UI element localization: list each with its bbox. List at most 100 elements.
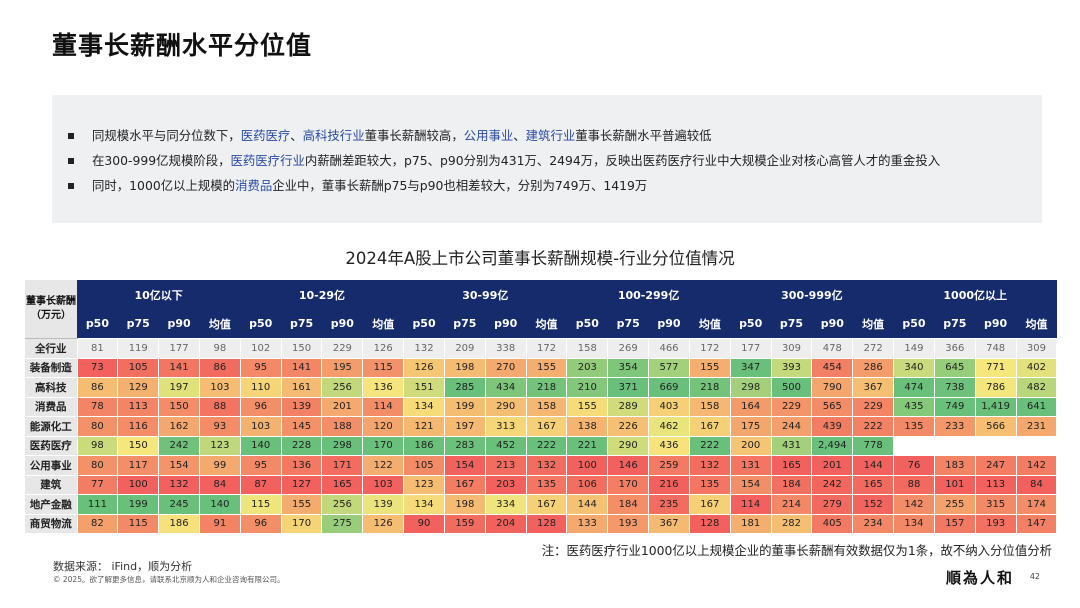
table-cell: 242 [158,435,200,456]
table-cell: 150 [280,338,323,359]
table-cell: 195 [321,357,364,378]
table-cell: 338 [484,338,527,359]
bullet-text: 董事长薪酬较高， [364,128,464,143]
bullet-text: 企业中，董事长薪酬p75与p90也相差较大，分别为749万、1419万 [272,178,648,193]
table-cell: 80 [76,455,119,476]
table-cell: 121 [403,416,445,437]
footnote: 注：医药医疗行业1000亿以上规模企业的董事长薪酬有效数据仅为1条，故不纳入分位… [541,543,1052,558]
table-cell: 139 [280,396,323,417]
table-cell: 290 [484,396,527,417]
table-row: 公用事业 80 117 154 99 95 136 171 122 105 154 213 132 100… [25,455,1058,476]
sub-header: p90 [648,309,690,339]
sub-header: p90 [158,309,200,339]
table-cell: 193 [607,513,650,534]
row-label: 全行业 [25,338,77,359]
row-label: 高科技 [25,377,77,398]
table-cell: 226 [607,416,650,437]
table-cell: 405 [811,513,854,534]
table-cell: 165 [852,474,895,495]
table-cell: 106 [566,474,609,495]
table-row: 医药医疗 98 150 242 123 140 228 298 170 186 283 452 222 2… [25,435,1058,456]
table-cell: 128 [688,513,731,534]
bullet-text: 、 [290,128,303,143]
table-cell: 748 [974,338,1017,359]
table-cell: 78 [76,396,119,417]
table-cell: 84 [198,474,241,495]
table-cell: 134 [893,513,935,534]
table-cell: 222 [688,435,731,456]
page-title: 董事长薪酬水平分位值 [52,31,313,60]
percentile-table: 董事长薪酬（万元） 10亿以下 10-29亿 30-99亿 100-299亿 300-9… [25,280,1058,534]
table-cell: 210 [566,377,609,398]
table-cell: 255 [933,494,976,515]
table-cell: 135 [688,474,731,495]
sub-header: p75 [607,309,649,339]
bullet-text: 在300-999亿规模阶段， [92,153,231,168]
group-header: 1000亿以上 [893,280,1057,309]
table-cell: 229 [770,396,813,417]
table-cell: 334 [484,494,527,515]
table-row: 商贸物流 82 115 186 91 96 170 275 126 90 159 204 128 133 1… [25,513,1058,534]
table-cell: 279 [811,494,854,515]
table-cell: 155 [280,494,323,515]
sub-header: p90 [811,309,853,339]
sub-header: p90 [975,309,1017,339]
table-cell: 790 [811,377,854,398]
table-cell: 269 [607,338,650,359]
sub-header: 均值 [689,309,731,339]
table-cell: 155 [688,357,731,378]
table-cell: 462 [648,416,690,437]
table-cell: 140 [198,494,241,515]
table-cell: 162 [158,416,200,437]
table-cell: 114 [729,494,772,515]
table-cell: 167 [688,416,731,437]
table-cell: 100 [117,474,160,495]
table-cell: 184 [607,494,650,515]
table-cell: 198 [443,357,486,378]
table-cell [893,435,935,456]
table-cell: 134 [403,396,445,417]
table-title: 2024年A股上市公司董事长薪酬规模-行业分位值情况 [345,249,735,268]
table-cell: 290 [607,435,650,456]
table-cell: 115 [239,494,282,515]
group-header: 100-299亿 [566,280,731,309]
table-cell: 245 [158,494,200,515]
bullet-text: 同规模水平与同分位数下， [92,128,241,143]
table-cell: 115 [117,513,160,534]
table-row: 能源化工 80 116 162 93 103 145 188 120 121 197 313 167 13… [25,416,1058,437]
brand-logo: 順為人和 [945,569,1014,587]
table-cell: 146 [607,455,650,476]
table-cell: 132 [688,455,731,476]
summary-box: 同规模水平与同分位数下，医药医疗、高科技行业董事长薪酬较高，公用事业、建筑行业董… [52,95,1042,223]
bullet-text: 、 [513,128,526,143]
table-cell: 283 [443,435,486,456]
table-cell: 566 [974,416,1017,437]
table-cell: 285 [443,377,486,398]
highlight-text: 公用事业 [463,128,514,143]
table-cell: 170 [280,513,323,534]
table-cell: 93 [198,416,241,437]
table-cell: 88 [893,474,935,495]
table-cell: 669 [648,377,690,398]
table-cell: 154 [443,455,486,476]
table-cell: 275 [321,513,364,534]
table-cell: 174 [1015,494,1058,515]
table-cell: 144 [566,494,609,515]
sub-header: 均值 [526,309,567,339]
table-cell: 435 [893,396,935,417]
table-cell: 96 [239,513,282,534]
sub-header: p50 [893,309,935,339]
bullet-text: 同时，1000亿以上规模的 [92,178,236,193]
sub-header: p50 [730,309,772,339]
table-cell: 86 [198,357,241,378]
table-cell: 197 [443,416,486,437]
table-cell: 786 [974,377,1017,398]
table-cell: 158 [525,396,568,417]
table-cell: 203 [484,474,527,495]
table-cell: 454 [811,357,854,378]
table-cell: 80 [76,416,119,437]
group-header: 10亿以下 [77,280,241,309]
highlight-text: 医药医疗 [240,128,291,143]
table-cell: 98 [198,338,241,359]
row-label: 医药医疗 [25,436,77,456]
